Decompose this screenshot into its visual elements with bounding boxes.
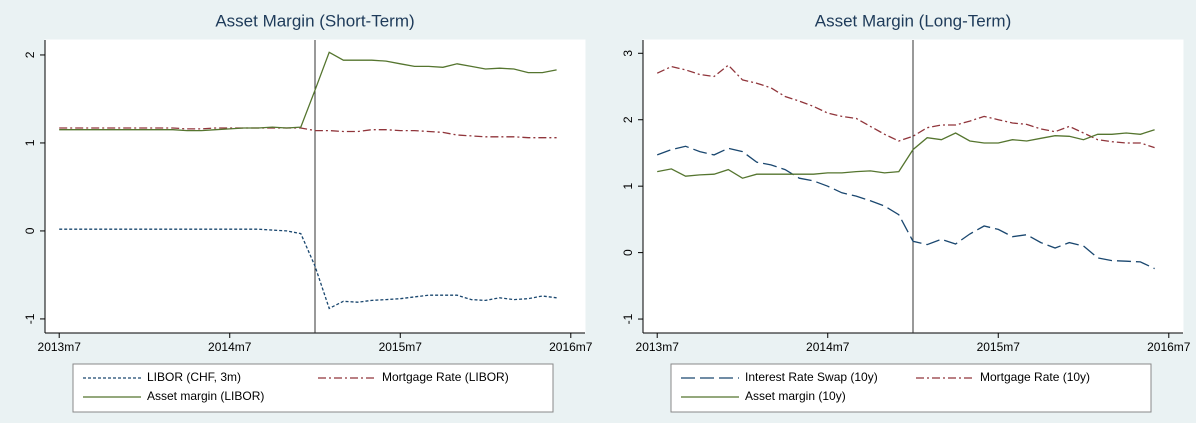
x-tick-label: 2013m7 [636, 340, 680, 354]
y-tick-label: 2 [23, 51, 37, 58]
legend-box [670, 363, 1152, 413]
y-tick-label: 1 [621, 183, 635, 190]
y-tick-label: 1 [23, 139, 37, 146]
y-tick-label: 0 [23, 227, 37, 234]
x-tick-label: 2015m7 [379, 340, 423, 354]
chart-title: Asset Margin (Long-Term) [815, 11, 1012, 30]
series-line [657, 129, 1155, 179]
x-tick-label: 2014m7 [208, 340, 252, 354]
legend-label: Asset margin (LIBOR) [147, 389, 264, 403]
y-tick-label: -1 [23, 313, 37, 324]
legend-label: Asset margin (10y) [745, 389, 846, 403]
x-tick-label: 2015m7 [977, 340, 1021, 354]
x-tick-label: 2013m7 [38, 340, 82, 354]
series-line [59, 127, 557, 139]
legend-label: LIBOR (CHF, 3m) [147, 370, 241, 384]
x-tick-label: 2014m7 [806, 340, 850, 354]
legend-label: Mortgage Rate (LIBOR) [382, 370, 509, 384]
y-tick-label: 0 [621, 249, 635, 256]
series-line [656, 64, 1155, 149]
y-tick-label: -1 [621, 313, 635, 324]
x-tick-label: 2016m7 [1147, 340, 1191, 354]
series-line [59, 228, 557, 310]
legend-label: Interest Rate Swap (10y) [745, 370, 878, 384]
y-tick-label: 3 [621, 50, 635, 57]
legend-label: Mortgage Rate (10y) [980, 370, 1090, 384]
y-tick-label: 2 [621, 116, 635, 123]
legend-box [72, 363, 554, 413]
series-line [656, 145, 1155, 270]
series-line [59, 51, 557, 132]
chart-title: Asset Margin (Short-Term) [215, 11, 414, 30]
x-tick-label: 2016m7 [549, 340, 593, 354]
